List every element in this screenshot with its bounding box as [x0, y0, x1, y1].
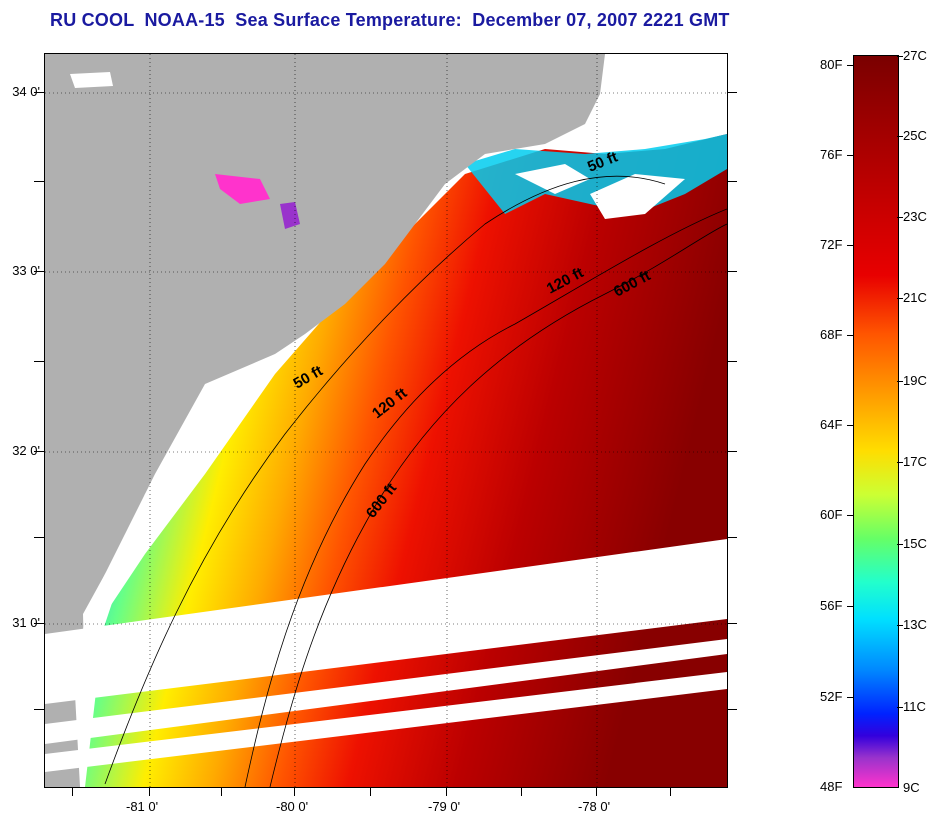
sst-map-graphic: 50 ft 120 ft 600 ft 50 ft 120 ft 600 ft [45, 54, 727, 787]
colorbar-tick [847, 335, 853, 336]
lon-label: -79 0' [428, 799, 461, 814]
colorbar-tick [897, 544, 903, 545]
colorbar-c-label: 19C [903, 373, 927, 388]
colorbar-tick [847, 425, 853, 426]
colorbar-tick [847, 65, 853, 66]
lat-label: 33 0' [12, 263, 40, 278]
lat-tick [34, 709, 44, 710]
lat-tick [34, 361, 44, 362]
colorbar-c-label: 25C [903, 128, 927, 143]
colorbar-c-label: 23C [903, 209, 927, 224]
lat-tick [727, 709, 737, 710]
lon-tick [670, 787, 671, 796]
colorbar-f-label: 52F [820, 689, 843, 704]
lat-label: 34 0' [12, 84, 40, 99]
lat-tick [727, 271, 737, 272]
no-data-swath [45, 539, 727, 704]
colorbar-f-label: 80F [820, 57, 843, 72]
lat-tick [34, 537, 44, 538]
colorbar-tick [897, 462, 903, 463]
colorbar-c-label: 13C [903, 617, 927, 632]
colorbar-f-label: 72F [820, 237, 843, 252]
colorbar-c-label: 21C [903, 290, 927, 305]
lat-tick [34, 451, 44, 452]
lon-tick [221, 787, 222, 796]
colorbar-tick [897, 56, 903, 57]
colorbar-f-label: 64F [820, 417, 843, 432]
lat-tick [34, 92, 44, 93]
lon-label: -81 0' [126, 799, 159, 814]
colorbar-c-label: 17C [903, 454, 927, 469]
lat-tick [727, 361, 737, 362]
lon-tick [596, 787, 597, 796]
colorbar-tick [847, 245, 853, 246]
colorbar-f-label: 68F [820, 327, 843, 342]
lat-tick [34, 623, 44, 624]
land [45, 54, 605, 787]
lat-tick [727, 537, 737, 538]
lat-tick [727, 181, 737, 182]
colorbar-f-label: 76F [820, 147, 843, 162]
map-title: RU COOL NOAA-15 Sea Surface Temperature:… [50, 10, 730, 30]
colorbar-c-label: 11C [903, 699, 926, 714]
lat-tick [34, 271, 44, 272]
colorbar-f-label: 56F [820, 598, 843, 613]
colorbar-tick [897, 381, 903, 382]
lon-tick [370, 787, 371, 796]
lat-label: 31 0' [12, 615, 40, 630]
colorbar-tick [897, 298, 903, 299]
colorbar-c-label: 9C [903, 780, 920, 795]
lat-tick [34, 181, 44, 182]
sst-map: 50 ft 120 ft 600 ft 50 ft 120 ft 600 ft [44, 53, 728, 788]
colorbar-tick [897, 707, 903, 708]
lat-tick [727, 623, 737, 624]
colorbar-tick [897, 625, 903, 626]
lon-tick [72, 787, 73, 796]
colorbar-tick [847, 606, 853, 607]
lon-tick [521, 787, 522, 796]
lon-label: -80 0' [276, 799, 309, 814]
lat-label: 32 0' [12, 443, 40, 458]
lon-label: -78 0' [578, 799, 611, 814]
colorbar-tick [847, 515, 853, 516]
temperature-colorbar [853, 55, 899, 788]
colorbar-f-label: 48F [820, 779, 843, 794]
colorbar-tick [897, 217, 903, 218]
colorbar-tick [847, 697, 853, 698]
colorbar-c-label: 27C [903, 48, 927, 63]
colorbar-c-label: 15C [903, 536, 927, 551]
lat-tick [727, 92, 737, 93]
colorbar-tick [847, 155, 853, 156]
colorbar-f-label: 60F [820, 507, 843, 522]
lon-tick [446, 787, 447, 796]
lon-tick [149, 787, 150, 796]
colorbar-tick [897, 136, 903, 137]
lon-tick [294, 787, 295, 796]
lat-tick [727, 451, 737, 452]
